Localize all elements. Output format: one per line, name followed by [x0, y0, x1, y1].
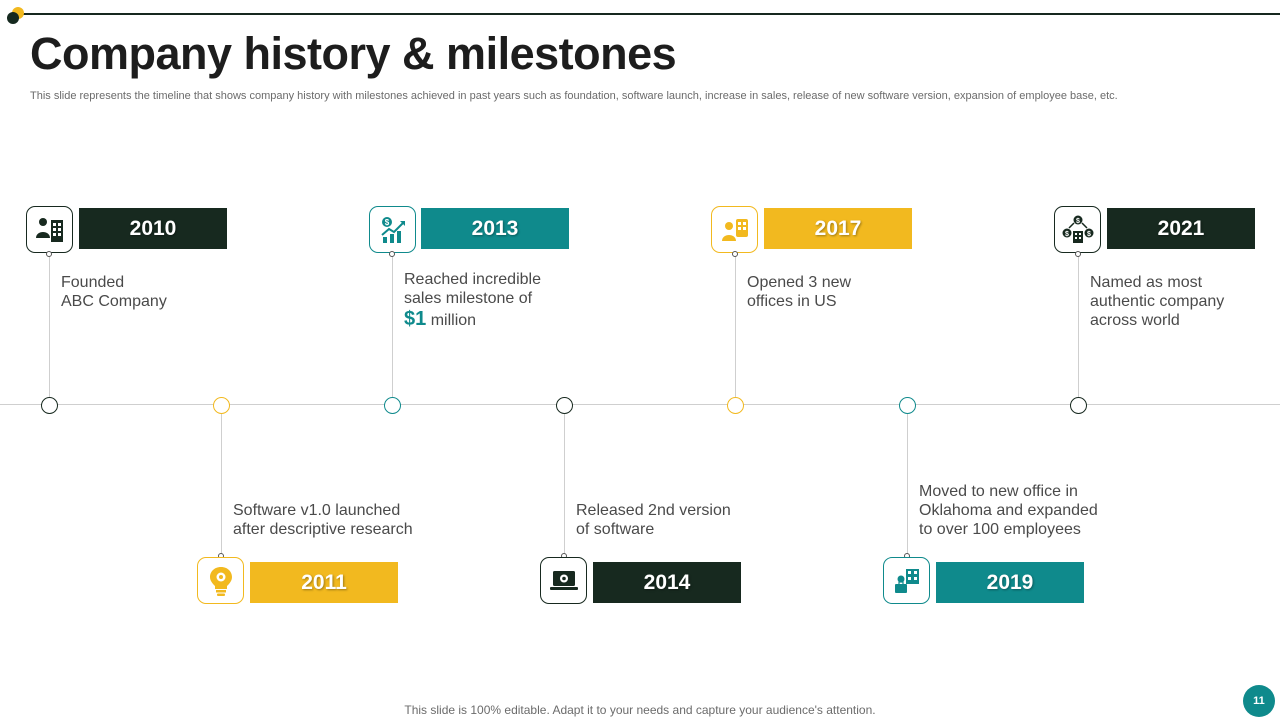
milestone-2019-text: Moved to new office in Oklahoma and expa… — [919, 482, 1098, 539]
page-subtitle: This slide represents the timeline that … — [30, 90, 1118, 102]
svg-text:$: $ — [1065, 231, 1069, 238]
page-title: Company history & milestones — [30, 28, 677, 79]
year-badge-2014: 2014 — [593, 562, 741, 603]
year-badge-2013: 2013 — [421, 208, 569, 249]
milestone-2010-line-1: Founded — [61, 274, 125, 291]
milestone-2014-line-2: of software — [576, 521, 655, 538]
milestone-2011-line-2: after descriptive research — [233, 521, 413, 538]
anchor-dot-2010 — [46, 251, 52, 257]
milestone-2013-amount-line: $1 million — [404, 308, 541, 330]
milestone-2019-line-3: to over 100 employees — [919, 521, 1081, 538]
footer-note: This slide is 100% editable. Adapt it to… — [404, 703, 876, 717]
milestone-2014-text: Released 2nd version of software — [576, 501, 731, 539]
top-rule — [14, 13, 1280, 15]
milestone-2011-line-1: Software v1.0 launched — [233, 502, 401, 519]
milestone-2021-line-2: authentic company — [1090, 293, 1225, 310]
milestone-2010-text: Founded ABC Company — [61, 273, 167, 311]
milestone-2010-line-2: ABC Company — [61, 293, 167, 310]
milestone-2019-icon-box — [883, 557, 930, 604]
year-badge-2017: 2017 — [764, 208, 912, 249]
timeline-node-2013 — [384, 397, 401, 414]
milestone-2017-line-2: offices in US — [747, 293, 837, 310]
milestone-2010-icon-box — [26, 206, 73, 253]
milestone-2017-line-1: Opened 3 new — [747, 274, 852, 291]
anchor-dot-2013 — [389, 251, 395, 257]
lightbulb-gear-icon — [209, 566, 232, 596]
svg-text:$: $ — [384, 218, 389, 227]
milestone-2021-text: Named as most authentic company across w… — [1090, 273, 1224, 330]
anchor-dot-2017 — [732, 251, 738, 257]
milestone-2019-line-1: Moved to new office in — [919, 483, 1078, 500]
milestone-2021-line-1: Named as most — [1090, 274, 1203, 291]
timeline-node-2017 — [727, 397, 744, 414]
svg-text:$: $ — [1076, 218, 1080, 225]
milestone-2014-line-1: Released 2nd version — [576, 502, 731, 519]
timeline-node-2011 — [213, 397, 230, 414]
connector-2019 — [907, 413, 908, 556]
timeline-node-2019 — [899, 397, 916, 414]
employee-building-icon — [894, 568, 919, 593]
milestone-2021-line-3: across world — [1090, 312, 1180, 329]
connector-2021 — [1078, 254, 1079, 397]
milestone-2013-amount-suffix: million — [430, 312, 477, 329]
laptop-gear-icon — [549, 570, 578, 590]
year-badge-2011: 2011 — [250, 562, 398, 603]
milestone-2017-text: Opened 3 new offices in US — [747, 273, 851, 311]
year-badge-2021: 2021 — [1107, 208, 1255, 249]
milestone-2014-icon-box — [540, 557, 587, 604]
connector-2013 — [392, 254, 393, 397]
money-network-icon: $ $ $ — [1062, 215, 1093, 243]
milestone-2013-line-1: Reached incredible — [404, 271, 541, 288]
person-office-icon — [721, 218, 748, 241]
connector-2010 — [49, 254, 50, 397]
timeline-node-2010 — [41, 397, 58, 414]
page-number: 11 — [1243, 685, 1275, 717]
milestone-2013-line-2: sales milestone of — [404, 290, 533, 307]
year-badge-2019: 2019 — [936, 562, 1084, 603]
timeline-node-2014 — [556, 397, 573, 414]
milestone-2019-line-2: Oklahoma and expanded — [919, 502, 1098, 519]
milestone-2013-amount: $1 — [404, 308, 427, 330]
svg-text:$: $ — [1087, 231, 1091, 238]
milestone-2017-icon-box — [711, 206, 758, 253]
connector-2014 — [564, 413, 565, 556]
timeline-node-2021 — [1070, 397, 1087, 414]
connector-2011 — [221, 413, 222, 556]
timeline-axis — [0, 404, 1280, 405]
milestone-2021-icon-box: $ $ $ — [1054, 206, 1101, 253]
milestone-2011-icon-box — [197, 557, 244, 604]
year-badge-2010: 2010 — [79, 208, 227, 249]
growth-chart-icon: $ — [380, 216, 405, 243]
businessman-building-icon — [35, 217, 63, 242]
milestone-2011-text: Software v1.0 launched after descriptive… — [233, 501, 413, 539]
anchor-dot-2021 — [1075, 251, 1081, 257]
decor-dot-dark — [7, 12, 19, 24]
connector-2017 — [735, 254, 736, 397]
milestone-2013-text: Reached incredible sales milestone of $1… — [404, 270, 541, 330]
milestone-2013-icon-box: $ — [369, 206, 416, 253]
